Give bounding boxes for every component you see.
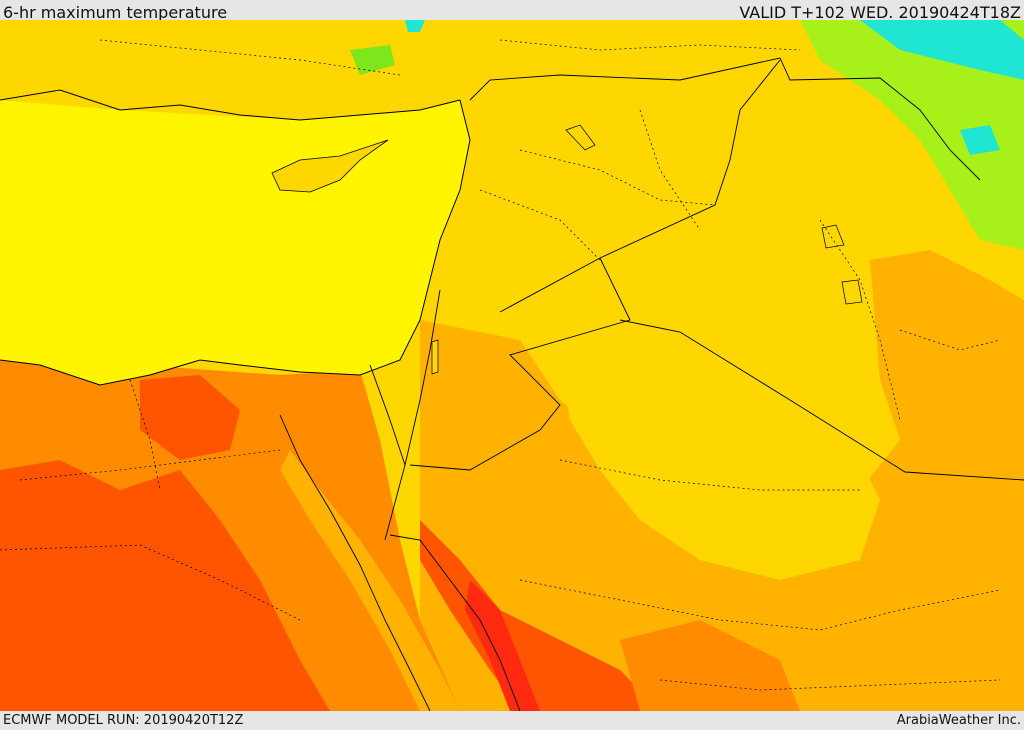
- mild-zone-interior: [560, 350, 880, 580]
- coastline-red-sea-west: [279, 414, 431, 711]
- warm-zone-south: [620, 620, 800, 711]
- cyprus: [271, 139, 389, 193]
- hottest-zone-hejaz: [465, 580, 540, 711]
- border-jordan-saudi: [409, 257, 631, 471]
- lake-assad: [565, 124, 596, 151]
- warm-zone-iraq: [870, 250, 1024, 490]
- hot-zone-egypt-north: [140, 375, 240, 460]
- model-run: ECMWF MODEL RUN: 20190420T12Z: [3, 713, 244, 728]
- credit: ArabiaWeather Inc.: [896, 713, 1021, 728]
- coastline-levant-egypt: [0, 99, 471, 386]
- cold-zone-ne: [860, 20, 1024, 80]
- border-syria-north: [469, 57, 981, 181]
- map-canvas: [0, 20, 1024, 711]
- map-footer: ECMWF MODEL RUN: 20190420T12Z ArabiaWeat…: [0, 711, 1024, 729]
- cool-zone-north: [350, 45, 395, 75]
- cold-zone-north: [405, 20, 425, 32]
- red-sea: [280, 450, 460, 711]
- border-egypt-israel: [369, 364, 406, 466]
- border-iraq-saudi: [619, 319, 1024, 481]
- mediterranean-sea: [0, 100, 470, 385]
- cool-zone-ne: [800, 20, 1024, 250]
- lake-tharthar: [821, 224, 845, 249]
- lake-razazah: [841, 279, 863, 305]
- border-jordan-israel: [384, 289, 441, 541]
- map-title: 6-hr maximum temperature: [3, 3, 228, 22]
- coastline-turkey: [0, 89, 461, 121]
- turkey-strip: [0, 20, 1024, 120]
- temperature-map[interactable]: [0, 20, 1024, 711]
- coastline-red-sea-east: [389, 534, 521, 711]
- hot-zone-egypt: [0, 460, 330, 711]
- border-syria-iraq: [499, 59, 781, 313]
- cold-zone-east: [960, 125, 1000, 155]
- valid-time: VALID T+102 WED. 20190424T18Z: [739, 3, 1021, 22]
- dead-sea: [431, 339, 439, 375]
- hot-zone-hejaz: [420, 520, 660, 711]
- map-header: 6-hr maximum temperature VALID T+102 WED…: [0, 0, 1024, 22]
- internal-boundaries: [0, 39, 1001, 691]
